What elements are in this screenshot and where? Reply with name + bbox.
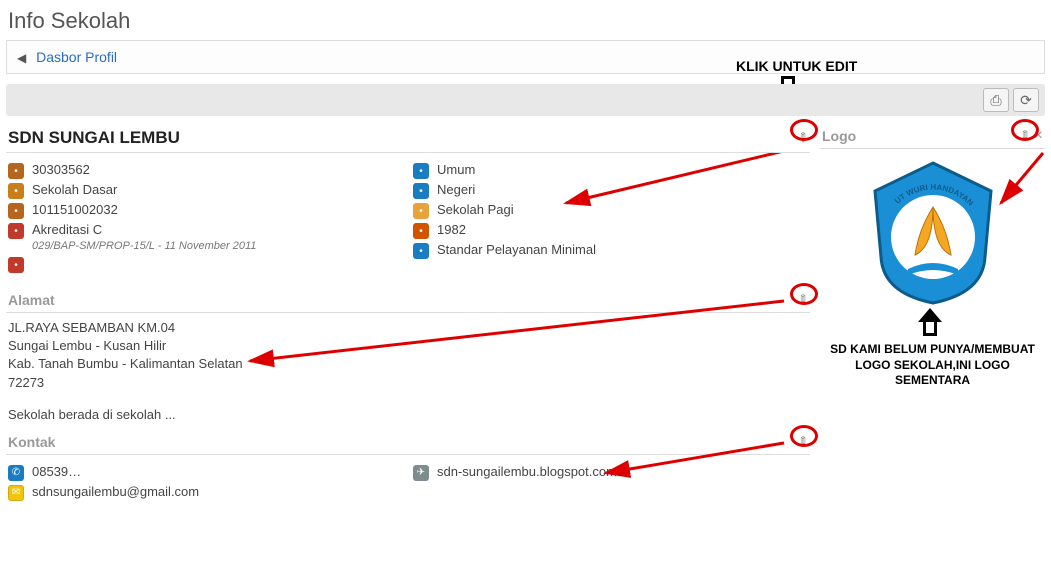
alamat-line: 72273 (8, 374, 808, 392)
house-icon: • (8, 163, 24, 179)
alamat-line: Kab. Tanah Bumbu - Kalimantan Selatan (8, 355, 808, 373)
breadcrumb-link[interactable]: Dasbor Profil (36, 49, 117, 65)
info-value: Sekolah Dasar (32, 182, 117, 197)
annotation-arrow-up (923, 308, 942, 336)
chevron-left-icon: ◀ (17, 51, 26, 65)
orange-icon: • (413, 203, 429, 219)
refresh-button[interactable]: ⟳ (1013, 88, 1039, 112)
alamat-header: Alamat ✎ (6, 286, 810, 313)
info-sub: 029/BAP-SM/PROP-15/L - 11 November 2011 (32, 240, 403, 252)
info-value: 1982 (437, 222, 466, 237)
school-name: SDN SUNGAI LEMBU (8, 128, 180, 148)
info-value: 101151002032 (32, 202, 118, 217)
blue-icon: • (413, 243, 429, 259)
alamat-title: Alamat (8, 292, 55, 308)
alamat-block: JL.RAYA SEBAMBAN KM.04Sungai Lembu - Kus… (6, 313, 810, 396)
phone-icon: ✆ (8, 465, 24, 481)
breadcrumb[interactable]: ◀ Dasbor Profil (6, 40, 1045, 74)
kontak-web: sdn-sungailembu.blogspot.com (437, 464, 617, 479)
blue-icon: • (413, 163, 429, 179)
annotation-logo-note: SD KAMI BELUM PUNYA/MEMBUAT LOGO SEKOLAH… (820, 342, 1045, 389)
annotation-edit-hint: KLIK UNTUK EDIT (736, 58, 857, 74)
pencil-icon[interactable]: ✎ (793, 290, 812, 309)
kontak-phone: 08539… (32, 464, 81, 479)
page-title: Info Sekolah (8, 8, 1045, 34)
pencil-icon[interactable]: ✎ (793, 128, 812, 147)
doc-icon: • (8, 223, 24, 239)
kontak-header: Kontak ✎ (6, 428, 810, 455)
kontak-email: sdnsungailembu@gmail.com (32, 484, 199, 499)
blue-icon: • (413, 183, 429, 199)
toolbar: ⎙ ⟳ (6, 84, 1045, 116)
house-icon: • (8, 203, 24, 219)
info-value: Akreditasi C (32, 222, 102, 237)
print-button[interactable]: ⎙ (983, 88, 1009, 112)
alamat-extra: Sekolah berada di sekolah ... (6, 396, 810, 428)
info-value: Umum (437, 162, 475, 177)
info-value: Negeri (437, 182, 475, 197)
alamat-line: JL.RAYA SEBAMBAN KM.04 (8, 319, 808, 337)
logo-header: Logo ✎ × (820, 122, 1045, 149)
info-value: 30303562 (32, 162, 90, 177)
doc-icon: • (8, 257, 24, 273)
info-value: Sekolah Pagi (437, 202, 514, 217)
school-logo: TUT WURI HANDAYANI (863, 157, 1003, 307)
close-icon[interactable]: × (1034, 128, 1043, 144)
alamat-line: Sungai Lembu - Kusan Hilir (8, 337, 808, 355)
globe-icon: ✈ (413, 465, 429, 481)
school-header: SDN SUNGAI LEMBU ✎ (6, 122, 810, 153)
info-value: Standar Pelayanan Minimal (437, 242, 596, 257)
cake-icon: • (413, 223, 429, 239)
school-icon: • (8, 183, 24, 199)
kontak-title: Kontak (8, 434, 55, 450)
mail-icon: ✉ (8, 485, 24, 501)
pencil-icon[interactable]: ✎ (793, 432, 812, 451)
logo-title: Logo (822, 128, 856, 144)
pencil-icon[interactable]: ✎ (1015, 126, 1034, 145)
